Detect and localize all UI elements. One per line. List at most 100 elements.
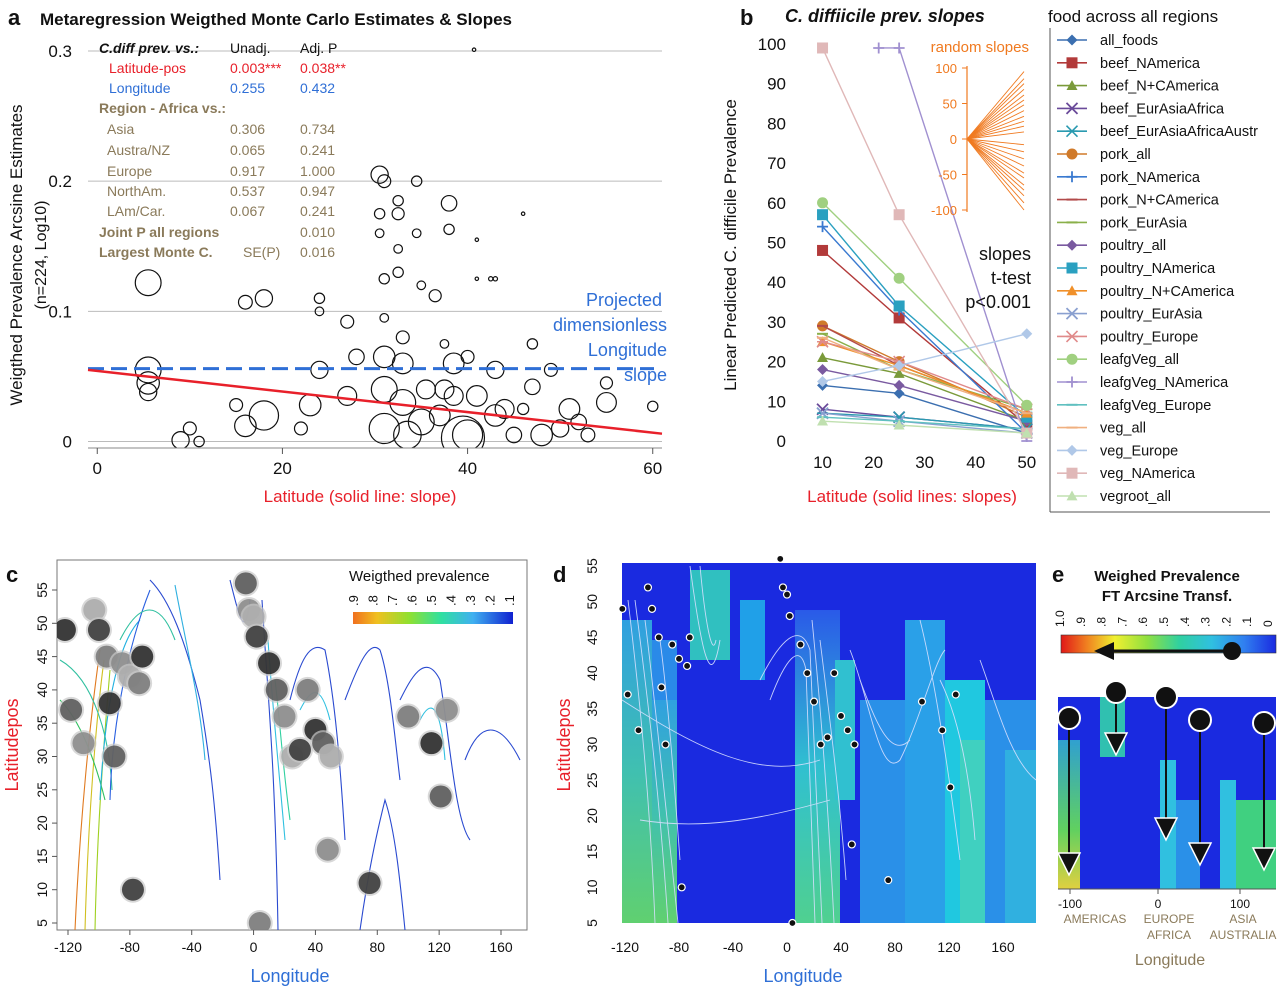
inset-slope bbox=[966, 94, 1025, 140]
site-dot bbox=[788, 918, 797, 928]
site-marker bbox=[319, 745, 342, 768]
data-bubble bbox=[474, 276, 480, 282]
panel-c-legend-title: Weigthed prevalence bbox=[349, 568, 490, 585]
contour-line bbox=[819, 639, 847, 881]
panel-d-y-ticks: 5 10 15 20 25 30 35 40 45 50 55 bbox=[584, 558, 600, 927]
heat-cell bbox=[960, 740, 985, 923]
series-marker bbox=[817, 364, 829, 376]
series-marker bbox=[817, 197, 829, 209]
legend-label: beef_NAmerica bbox=[1100, 56, 1201, 72]
x-tick-label: 160 bbox=[489, 939, 513, 955]
contour-line bbox=[621, 699, 821, 767]
joint-p-label: Joint P all regions bbox=[99, 224, 220, 240]
site-dot bbox=[847, 840, 856, 849]
site-marker bbox=[128, 672, 151, 695]
region-arrow-head bbox=[1153, 817, 1179, 842]
scale-tick-label: .4 bbox=[1178, 617, 1192, 627]
legend-marker bbox=[1066, 490, 1078, 501]
data-bubble bbox=[471, 47, 477, 53]
x-tick-label: 20 bbox=[864, 453, 883, 472]
region-row-unadj: 0.917 bbox=[230, 163, 265, 179]
row-latitude-adj: 0.038** bbox=[300, 60, 346, 76]
site-marker bbox=[234, 572, 257, 595]
site-marker bbox=[296, 678, 319, 701]
inset-slope bbox=[966, 88, 1025, 140]
legend-label: pork_EurAsia bbox=[1100, 215, 1188, 231]
data-bubble bbox=[378, 273, 391, 285]
series-marker bbox=[1021, 328, 1033, 340]
annotation-line: dimensionless bbox=[553, 315, 667, 335]
inset-slope bbox=[966, 138, 1025, 160]
panel-a-title: Metaregression Weigthed Monte Carlo Esti… bbox=[40, 10, 512, 29]
panel-e-color-scale bbox=[1060, 634, 1277, 654]
panel-c-y-label: Latitudepos bbox=[2, 698, 22, 791]
inset-ticks: 100 50 0 -50 -100 bbox=[931, 61, 967, 218]
contour-line bbox=[99, 619, 141, 801]
panel-a-grid bbox=[88, 50, 662, 442]
inset-slope bbox=[966, 138, 1025, 186]
data-bubble bbox=[298, 393, 322, 417]
x-tick-label: 100 bbox=[1230, 897, 1250, 911]
x-tick-label: 160 bbox=[991, 939, 1015, 955]
site-dot bbox=[830, 668, 839, 678]
y-tick-label: 45 bbox=[584, 629, 600, 645]
x-tick-label: -100 bbox=[1058, 897, 1082, 911]
region-arrow-dot bbox=[1104, 680, 1128, 704]
series-marker bbox=[1021, 399, 1033, 411]
data-bubble bbox=[494, 398, 515, 420]
legend-label: poultry_all bbox=[1100, 238, 1166, 254]
x-tick-label: 80 bbox=[369, 939, 385, 955]
region-arrow-dot bbox=[1252, 711, 1276, 735]
site-marker bbox=[258, 652, 281, 675]
contour-line bbox=[74, 649, 101, 930]
data-bubble bbox=[392, 266, 404, 279]
contour-line bbox=[659, 639, 681, 861]
heat-cell bbox=[740, 600, 765, 680]
table-header-adj: Adj. P bbox=[300, 40, 337, 56]
legend-label: all_foods bbox=[1100, 33, 1158, 49]
data-bubble bbox=[474, 237, 480, 243]
scale-tick-label: .9 bbox=[1074, 617, 1088, 627]
y-tick-label: 0.3 bbox=[48, 42, 72, 61]
ttest-line: slopes bbox=[979, 244, 1031, 264]
series-line bbox=[822, 356, 1028, 422]
region-row-adj: 0.947 bbox=[300, 183, 335, 199]
legend-marker bbox=[1066, 80, 1078, 90]
food-legend: food across all regions all_foods beef_NA… bbox=[1048, 7, 1270, 513]
series-marker bbox=[893, 312, 905, 324]
data-bubble bbox=[524, 378, 541, 396]
data-bubble bbox=[391, 352, 414, 375]
legend-marker bbox=[1065, 125, 1079, 138]
legend-label: pork_NAmerica bbox=[1100, 170, 1201, 186]
data-bubble bbox=[505, 426, 523, 444]
ttest-line: p<0.001 bbox=[965, 292, 1031, 312]
heat-cell bbox=[622, 620, 652, 923]
contour-line bbox=[811, 619, 835, 924]
series-marker bbox=[817, 244, 829, 256]
site-dot bbox=[677, 883, 686, 892]
data-bubble bbox=[337, 385, 358, 406]
data-bubble bbox=[193, 435, 205, 448]
y-tick-label: 70 bbox=[767, 154, 786, 173]
x-tick-label: 60 bbox=[643, 459, 662, 478]
legend-label: veg_Europe bbox=[1100, 443, 1178, 459]
contour-line bbox=[769, 655, 816, 924]
panel-c-sites bbox=[57, 570, 460, 930]
contour-line bbox=[149, 579, 221, 881]
y-tick-label: 15 bbox=[584, 844, 600, 860]
inset-slope bbox=[966, 115, 1025, 140]
site-dot bbox=[796, 640, 805, 649]
data-bubble bbox=[314, 306, 325, 317]
data-bubble bbox=[460, 349, 475, 364]
scale-tick-label: .1 bbox=[502, 595, 517, 606]
monte-carlo-sub: SE(P) bbox=[243, 244, 280, 260]
panel-e-letter: e bbox=[1052, 562, 1064, 587]
inset-slope bbox=[966, 110, 1025, 140]
site-marker bbox=[288, 738, 311, 761]
region-row-unadj: 0.306 bbox=[230, 121, 265, 137]
site-dot bbox=[884, 876, 893, 885]
scale-tick-label: 0 bbox=[1261, 620, 1275, 627]
data-bubble bbox=[374, 228, 385, 239]
y-tick-label: 20 bbox=[34, 815, 50, 831]
contour-line bbox=[759, 635, 823, 924]
